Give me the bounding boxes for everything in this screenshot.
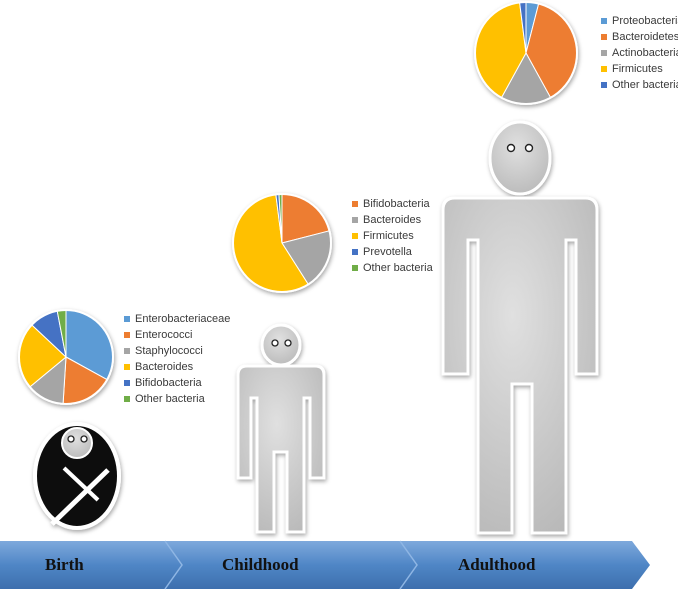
legend-label: Bifidobacteria — [135, 377, 202, 389]
legend-swatch — [352, 233, 358, 239]
legend-item-other-bacteria: Other bacteria — [352, 260, 433, 276]
legend-label: Prevotella — [363, 246, 412, 258]
pie-rim — [474, 1, 578, 105]
legend-label: Actinobacteria — [612, 47, 678, 59]
legend-adulthood: Proteobacteria Bacteroidetes Actinobacteri… — [601, 13, 678, 93]
legend-swatch — [124, 380, 130, 386]
legend-label: Firmicutes — [612, 63, 663, 75]
legend-swatch — [352, 201, 358, 207]
legend-item-other-bacteria: Other bacteria — [601, 77, 678, 93]
legend-swatch — [601, 82, 607, 88]
legend-swatch — [352, 249, 358, 255]
legend-item-bacteroidetes: Bacteroidetes — [601, 29, 678, 45]
legend-swatch — [352, 217, 358, 223]
stage-label-childhood: Childhood — [222, 555, 299, 574]
legend-item-enterobacteriaceae: Enterobacteriaceae — [124, 311, 230, 327]
legend-swatch — [601, 18, 607, 24]
legend-item-other-bacteria: Other bacteria — [124, 391, 230, 407]
legend-swatch — [601, 34, 607, 40]
legend-label: Staphylococci — [135, 345, 203, 357]
legend-label: Enterococci — [135, 329, 193, 341]
legend-label: Firmicutes — [363, 230, 414, 242]
legend-item-bifidobacteria: Bifidobacteria — [124, 375, 230, 391]
legend-item-firmicutes: Firmicutes — [352, 228, 433, 244]
legend-label: Other bacteria — [363, 262, 433, 274]
pie-chart-childhood — [232, 193, 332, 293]
legend-swatch — [601, 66, 607, 72]
legend-label: Proteobacteria — [612, 15, 678, 27]
legend-birth: Enterobacteriaceae Enterococci Staphylococ… — [124, 311, 230, 407]
legend-swatch — [124, 348, 130, 354]
legend-item-firmicutes: Firmicutes — [601, 61, 678, 77]
timeline-arrow — [0, 540, 650, 590]
legend-label: Other bacteria — [135, 393, 205, 405]
legend-swatch — [124, 396, 130, 402]
legend-item-staphylococci: Staphylococci — [124, 343, 230, 359]
legend-label: Bacteroidetes — [612, 31, 678, 43]
child-figure — [236, 323, 326, 534]
legend-item-enterococci: Enterococci — [124, 327, 230, 343]
legend-childhood: Bifidobacteria Bacteroides Firmicutes Prevo… — [352, 196, 433, 276]
stage-label-adulthood: Adulthood — [458, 555, 536, 574]
baby-figure — [33, 422, 121, 530]
legend-label: Bifidobacteria — [363, 198, 430, 210]
legend-item-bacteroides: Bacteroides — [124, 359, 230, 375]
pie-chart-birth — [18, 309, 114, 405]
legend-swatch — [124, 332, 130, 338]
legend-swatch — [124, 364, 130, 370]
legend-label: Bacteroides — [363, 214, 422, 226]
pie-chart-adulthood — [474, 1, 578, 105]
legend-label: Bacteroides — [135, 361, 194, 373]
legend-item-proteobacteria: Proteobacteria — [601, 13, 678, 29]
legend-item-actinobacteria: Actinobacteria — [601, 45, 678, 61]
adult-figure — [441, 120, 599, 535]
legend-label: Other bacteria — [612, 79, 678, 91]
legend-label: Enterobacteriaceae — [135, 313, 231, 325]
legend-swatch — [352, 265, 358, 271]
legend-swatch — [124, 316, 130, 322]
legend-item-bacteroides: Bacteroides — [352, 212, 433, 228]
legend-swatch — [601, 50, 607, 56]
legend-item-prevotella: Prevotella — [352, 244, 433, 260]
pie-rim — [18, 309, 114, 405]
stage-label-birth: Birth — [45, 555, 84, 574]
pie-rim — [232, 193, 332, 293]
legend-item-bifidobacteria: Bifidobacteria — [352, 196, 433, 212]
